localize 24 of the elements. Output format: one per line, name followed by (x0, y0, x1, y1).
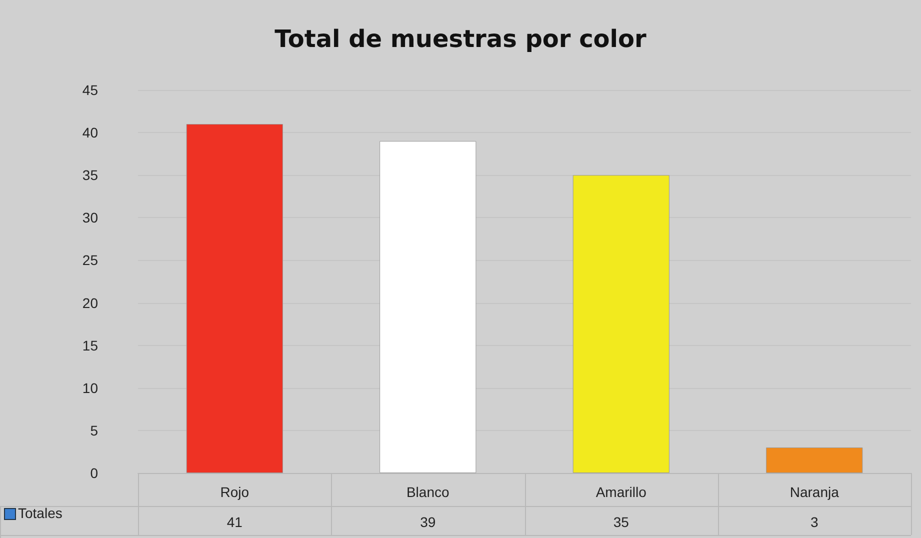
bar (766, 447, 863, 473)
bar (380, 141, 476, 473)
y-tick-label: 0 (90, 465, 98, 481)
text: Totales (18, 504, 64, 523)
bar (186, 124, 283, 473)
x-tick-label: Rojo (220, 484, 250, 500)
y-tick-label: 5 (90, 422, 98, 438)
data-label: 41 (226, 513, 244, 532)
chart-title: Total de muestras por color (274, 25, 646, 53)
y-tick-label: 20 (82, 294, 98, 311)
y-tick-label: 40 (82, 124, 98, 141)
x-tick-label: Naranja (790, 484, 840, 500)
bar (572, 175, 670, 473)
y-tick-label: 15 (82, 337, 98, 354)
y-tick-label: 10 (82, 380, 98, 396)
data-label: 35 (612, 513, 630, 532)
data-label: 39 (419, 513, 437, 532)
y-tick-label: 45 (82, 82, 98, 98)
x-tick-label: Blanco (406, 484, 450, 500)
x-tick-label: Amarillo (596, 484, 647, 500)
data-label: 3 (809, 513, 820, 532)
y-tick-label: 35 (82, 167, 98, 184)
y-tick-label: 30 (82, 210, 98, 226)
y-tick-label: 25 (82, 252, 98, 268)
